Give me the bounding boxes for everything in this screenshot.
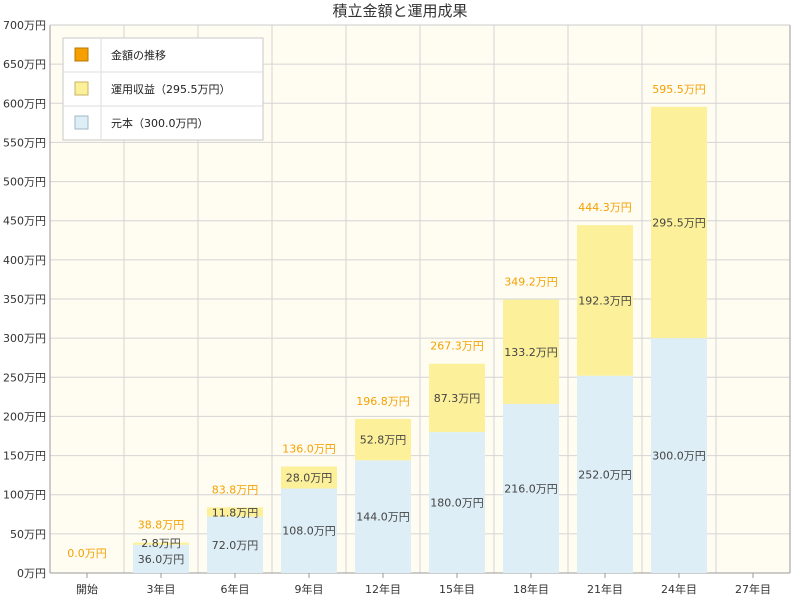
y-tick-label: 350万円 xyxy=(3,293,46,306)
bar-principal xyxy=(429,432,485,573)
gain-value-label: 2.8万円 xyxy=(141,537,181,550)
x-tick-label: 開始 xyxy=(76,582,98,596)
legend-principal-label: 元本（300.0万円） xyxy=(111,116,209,130)
y-tick-label: 700万円 xyxy=(3,19,46,32)
legend-total-swatch xyxy=(74,47,89,62)
x-tick-label: 21年目 xyxy=(587,582,623,596)
bar-gain xyxy=(651,106,707,339)
total-value-label: 349.2万円 xyxy=(504,276,558,289)
total-value-label: 196.8万円 xyxy=(356,395,410,408)
legend-principal-swatch xyxy=(74,115,89,130)
bar-principal xyxy=(503,403,559,573)
y-tick-label: 500万円 xyxy=(3,176,46,189)
y-tick-label: 50万円 xyxy=(10,528,46,541)
bar-principal xyxy=(577,375,633,573)
x-tick-label: 18年目 xyxy=(513,582,549,596)
bar-gain xyxy=(281,466,337,489)
principal-value-label: 108.0万円 xyxy=(282,525,336,538)
principal-value-label: 216.0万円 xyxy=(504,482,558,495)
y-tick-label: 400万円 xyxy=(3,254,46,267)
principal-value-label: 36.0万円 xyxy=(138,553,185,566)
y-tick-label: 650万円 xyxy=(3,58,46,71)
legend xyxy=(62,37,264,141)
y-tick-label: 550万円 xyxy=(3,136,46,149)
bar-principal xyxy=(133,544,189,573)
principal-value-label: 144.0万円 xyxy=(356,511,410,524)
total-value-label: 0.0万円 xyxy=(67,547,107,560)
bar-gain xyxy=(133,542,189,545)
gain-value-label: 11.8万円 xyxy=(212,506,259,519)
principal-value-label: 72.0万円 xyxy=(212,539,259,552)
x-tick-label: 27年目 xyxy=(735,582,771,596)
y-tick-label: 0万円 xyxy=(17,567,46,580)
bar-principal xyxy=(207,516,263,573)
principal-value-label: 180.0万円 xyxy=(430,497,484,510)
y-tick-label: 600万円 xyxy=(3,97,46,110)
y-tick-label: 150万円 xyxy=(3,450,46,463)
gain-value-label: 52.8万円 xyxy=(360,434,407,447)
bar-gain xyxy=(207,507,263,517)
total-value-label: 444.3万円 xyxy=(578,201,632,214)
principal-value-label: 252.0万円 xyxy=(578,468,632,481)
x-tick-label: 3年目 xyxy=(147,582,176,596)
gain-value-label: 133.2万円 xyxy=(504,346,558,359)
gain-value-label: 295.5万円 xyxy=(652,216,706,229)
bar-gain xyxy=(503,299,559,404)
total-value-label: 267.3万円 xyxy=(430,340,484,353)
legend-total-label: 金額の推移 xyxy=(111,48,166,62)
gain-value-label: 87.3万円 xyxy=(434,392,481,405)
y-tick-label: 450万円 xyxy=(3,215,46,228)
x-tick-label: 6年目 xyxy=(221,582,250,596)
x-tick-label: 9年目 xyxy=(295,582,324,596)
gain-value-label: 28.0万円 xyxy=(286,471,333,484)
bar-gain xyxy=(429,363,485,433)
bar-principal xyxy=(355,460,411,573)
bar-principal xyxy=(651,338,707,573)
x-tick-label: 24年目 xyxy=(661,582,697,596)
principal-value-label: 300.0万円 xyxy=(652,450,706,463)
x-tick-label: 12年目 xyxy=(365,582,401,596)
total-value-label: 595.5万円 xyxy=(652,83,706,96)
bar-principal xyxy=(281,488,337,573)
chart-title: 積立金額と運用成果 xyxy=(332,2,468,20)
x-tick-label: 15年目 xyxy=(439,582,475,596)
y-tick-label: 200万円 xyxy=(3,410,46,423)
bar-gain xyxy=(355,418,411,461)
bar-gain xyxy=(577,225,633,376)
total-value-label: 136.0万円 xyxy=(282,443,336,456)
legend-gain-swatch xyxy=(74,81,89,96)
total-value-label: 38.8万円 xyxy=(138,519,185,532)
total-value-label: 83.8万円 xyxy=(212,483,259,496)
y-tick-label: 300万円 xyxy=(3,332,46,345)
y-tick-label: 250万円 xyxy=(3,371,46,384)
y-tick-label: 100万円 xyxy=(3,489,46,502)
gain-value-label: 192.3万円 xyxy=(578,294,632,307)
legend-gain-label: 運用収益（295.5万円） xyxy=(111,82,231,96)
